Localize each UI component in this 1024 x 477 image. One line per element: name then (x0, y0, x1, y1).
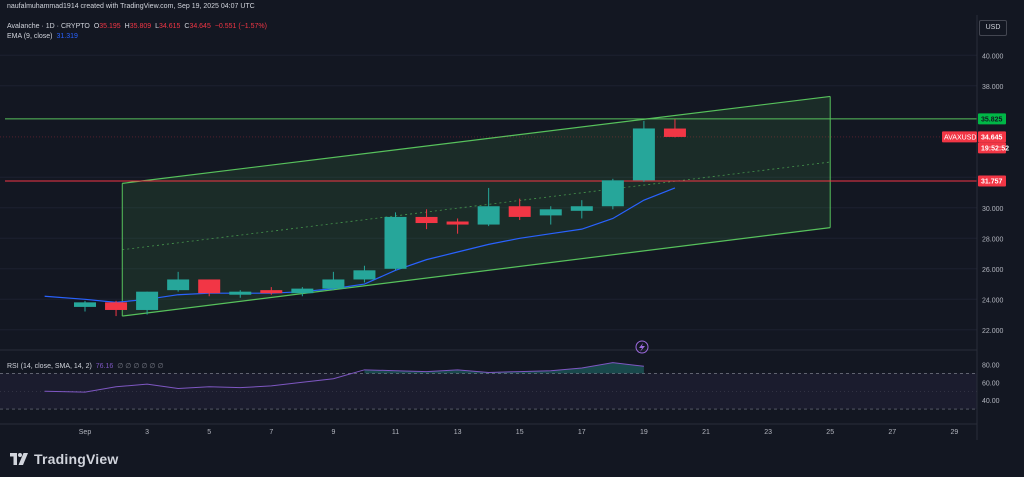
price-tick-label: 22.000 (982, 328, 1004, 335)
candle-body (136, 291, 159, 310)
candle-body (74, 302, 96, 307)
candle-body (477, 206, 500, 225)
ema-label: EMA (9, close) (7, 33, 53, 40)
channel-lower-line (122, 227, 831, 317)
rsi-label: RSI (14, close, SMA, 14, 2) (7, 363, 92, 370)
time-tick-label: Sep (79, 429, 92, 436)
price-label-text: 35.825 (981, 116, 1003, 123)
rsi-legend[interactable]: RSI (14, close, SMA, 14, 2) 76.16 ∅ ∅ ∅ … (7, 362, 166, 370)
change-value: −0.551 (−1.57%) (214, 23, 267, 30)
candle-body (229, 291, 252, 295)
candle-body (539, 209, 562, 216)
candle-body (198, 279, 221, 294)
time-tick-label: 29 (951, 429, 959, 436)
author-line: naufalmuhammad1914 created with TradingV… (7, 3, 255, 10)
lightning-icon-circle (635, 340, 649, 354)
time-labels: Sep 3 5 7 9 11 13 15 17 19 21 23 25 27 29 (79, 429, 959, 436)
time-tick-label: 3 (145, 429, 149, 436)
low-label: L (155, 23, 159, 30)
time-tick-label: 11 (392, 429, 399, 436)
rsi-pane[interactable] (0, 362, 977, 410)
price-label-text: 34.645 (981, 134, 1003, 141)
time-tick-label: 17 (578, 429, 586, 436)
grid (0, 54, 977, 331)
currency-button[interactable]: USD (979, 20, 1007, 36)
rsi-overbought-fill (364, 362, 644, 374)
time-tick-label: 19 (640, 429, 648, 436)
time-tick-label: 13 (454, 429, 462, 436)
close-label: C (184, 23, 190, 30)
candle-body (601, 180, 624, 207)
time-tick-label: 23 (764, 429, 772, 436)
price-tick-label: 28.000 (982, 236, 1004, 243)
channel-upper-line (122, 95, 831, 184)
price-labels: 35.825 31.757 34.645 19:52:52 AVAXUSD (942, 113, 1009, 187)
candle-body (105, 302, 128, 310)
tradingview-logo-icon (10, 453, 28, 465)
channel-median-line (122, 161, 831, 251)
close-value: 34.645 (189, 23, 211, 30)
candle-body (322, 279, 345, 289)
candle-body (446, 221, 469, 225)
time-tick-label: 25 (826, 429, 834, 436)
symbol-tag-box (942, 131, 977, 143)
alert-icon[interactable] (635, 340, 649, 354)
rsi-line (44, 362, 644, 393)
time-tick-label: 7 (269, 429, 273, 436)
price-label-text: 19:52:52 (981, 145, 1009, 152)
price-tick-label: 24.000 (982, 297, 1004, 304)
time-tick-label: 15 (516, 429, 524, 436)
tradingview-logo-text: TradingView (34, 451, 119, 467)
open-value: 35.195 (99, 23, 121, 30)
ema-legend[interactable]: EMA (9, close) 31.319 (7, 33, 80, 40)
symbol-title: Avalanche · 1D · CRYPTO (7, 23, 90, 30)
price-tick-label: 40.000 (982, 53, 1004, 60)
candle-body (508, 206, 531, 217)
candle-body (291, 288, 314, 294)
open-label: O (93, 23, 100, 30)
price-label-box (978, 175, 1006, 187)
price-label-box (978, 131, 1006, 143)
candle-body (570, 206, 593, 211)
price-label-box (978, 113, 1006, 125)
symbol-legend[interactable]: Avalanche · 1D · CRYPTO O35.195 H35.809 … (7, 23, 269, 30)
price-tick-label: 30.000 (982, 206, 1004, 213)
candle-body (663, 128, 686, 137)
time-tick-label: 27 (888, 429, 896, 436)
rsi-tick-label: 60.00 (982, 380, 1000, 387)
rsi-tick-label: 40.00 (982, 398, 1000, 405)
time-tick-label: 21 (702, 429, 710, 436)
candle-body (384, 216, 407, 269)
candle-body (415, 216, 438, 224)
candle-body (353, 270, 376, 280)
rsi-value: 76.16 (95, 363, 114, 370)
lightning-icon (639, 343, 645, 352)
candle-body (632, 128, 655, 181)
high-label: H (124, 23, 130, 30)
ema-value: 31.319 (56, 33, 78, 40)
horizontal-levels[interactable] (0, 118, 977, 182)
price-tick-label: 26.000 (982, 267, 1004, 274)
time-tick-label: 5 (207, 429, 211, 436)
tradingview-logo: TradingView (8, 450, 118, 468)
rsi-placeholders: ∅ ∅ ∅ ∅ ∅ ∅ (117, 363, 164, 370)
candle-body (167, 279, 190, 291)
time-tick-label: 9 (331, 429, 335, 436)
symbol-tag-text: AVAXUSD (944, 134, 976, 141)
low-value: 34.615 (159, 23, 181, 30)
high-value: 35.809 (129, 23, 152, 30)
rsi-tick-label: 80.00 (982, 362, 1000, 369)
candles (74, 119, 686, 317)
price-label-box (978, 142, 1006, 154)
price-tick-label: 38.000 (982, 84, 1004, 91)
price-label-text: 31.757 (981, 178, 1003, 185)
candle-body (260, 290, 283, 294)
